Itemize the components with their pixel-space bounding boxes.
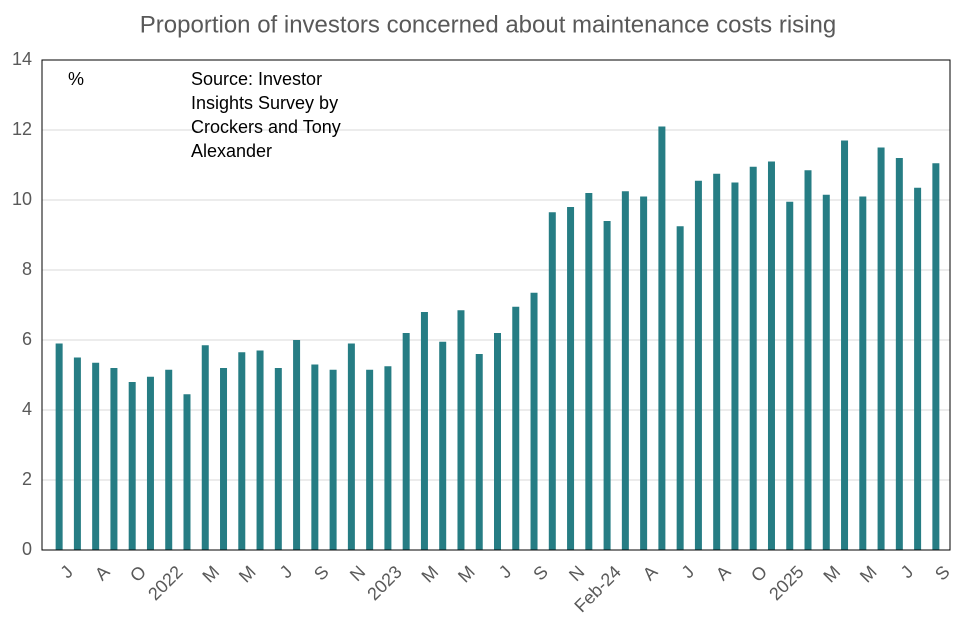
bars: [55, 126, 940, 550]
x-tick-label: J: [57, 562, 78, 583]
bar: [530, 292, 538, 550]
bar: [366, 369, 374, 550]
bar: [384, 366, 392, 550]
bar: [220, 368, 228, 550]
bar: [329, 369, 337, 550]
y-tick-label: 0: [22, 539, 32, 559]
chart-title: Proportion of investors concerned about …: [140, 11, 836, 38]
x-tick-label: J: [897, 562, 918, 583]
x-tick-label: M: [819, 562, 844, 587]
x-tick-label: 2025: [765, 562, 807, 604]
x-tick-label: O: [126, 562, 150, 586]
bar: [274, 368, 282, 550]
x-tick-label: S: [529, 562, 552, 585]
bar: [603, 221, 611, 550]
bar: [786, 201, 794, 550]
bar: [859, 196, 867, 550]
bar: [256, 350, 264, 550]
y-tick-label: 10: [12, 189, 32, 209]
bar: [439, 341, 447, 550]
bar: [658, 126, 666, 550]
bar: [713, 173, 721, 550]
y-tick-label: 6: [22, 329, 32, 349]
x-tick-label: 2022: [144, 562, 186, 604]
bar: [567, 207, 575, 550]
x-tick-label: O: [747, 562, 771, 586]
bar: [767, 161, 775, 550]
y-tick-label: 8: [22, 259, 32, 279]
bar: [110, 368, 118, 550]
source-line: Crockers and Tony: [191, 117, 341, 137]
x-tick-label: J: [678, 562, 699, 583]
bar: [694, 180, 702, 550]
bar: [512, 306, 520, 550]
bar: [146, 376, 154, 550]
x-tick-label: N: [565, 562, 588, 585]
bar: [475, 354, 483, 550]
x-tick-label: J: [276, 562, 297, 583]
bar: [676, 226, 684, 550]
x-tick-label: M: [235, 562, 260, 587]
bar: [585, 193, 593, 550]
bar: [128, 382, 136, 550]
y-tick-label: 4: [22, 399, 32, 419]
bar: [55, 343, 63, 550]
bar: [877, 147, 885, 550]
bar: [914, 187, 922, 550]
bar: [347, 343, 355, 550]
bar: [548, 212, 556, 550]
bar: [293, 340, 301, 550]
unit-label: %: [68, 69, 84, 89]
x-tick-label: A: [712, 562, 735, 585]
y-tick-label: 2: [22, 469, 32, 489]
x-tick-label: A: [91, 562, 114, 585]
bar: [804, 170, 812, 550]
x-tick-label: M: [454, 562, 479, 587]
bar: [621, 191, 629, 550]
bar: [201, 345, 209, 550]
x-tick-label: A: [639, 562, 662, 585]
x-tick-label: M: [856, 562, 881, 587]
bar: [457, 310, 465, 550]
x-tick-label: M: [418, 562, 443, 587]
bar: [749, 166, 757, 550]
bar: [311, 364, 319, 550]
bar: [640, 196, 648, 550]
x-tick-label: M: [198, 562, 223, 587]
plot-frame: [41, 59, 951, 551]
bar: [420, 312, 428, 550]
source-line: Insights Survey by: [191, 93, 338, 113]
bar: [822, 194, 830, 550]
bar: [165, 369, 173, 550]
y-tick-label: 12: [12, 119, 32, 139]
bar: [73, 357, 81, 550]
x-tick-label: S: [931, 562, 954, 585]
source-line: Source: Investor: [191, 69, 322, 89]
y-tick-label: 14: [12, 49, 32, 69]
bar: [402, 333, 410, 550]
x-tick-label: 2023: [363, 562, 405, 604]
x-tick-label: S: [310, 562, 333, 585]
bar: [92, 362, 100, 550]
bar: [841, 140, 849, 550]
bar: [731, 182, 739, 550]
bar: [895, 158, 903, 550]
source-line: Alexander: [191, 141, 272, 161]
source-note: Source: Investor Insights Survey by Crocke…: [191, 69, 341, 161]
bar: [238, 352, 246, 550]
x-tick-label: J: [495, 562, 516, 583]
bar: [183, 394, 191, 550]
x-tick-label: N: [346, 562, 369, 585]
bar: [932, 163, 940, 550]
bar: [494, 333, 501, 550]
